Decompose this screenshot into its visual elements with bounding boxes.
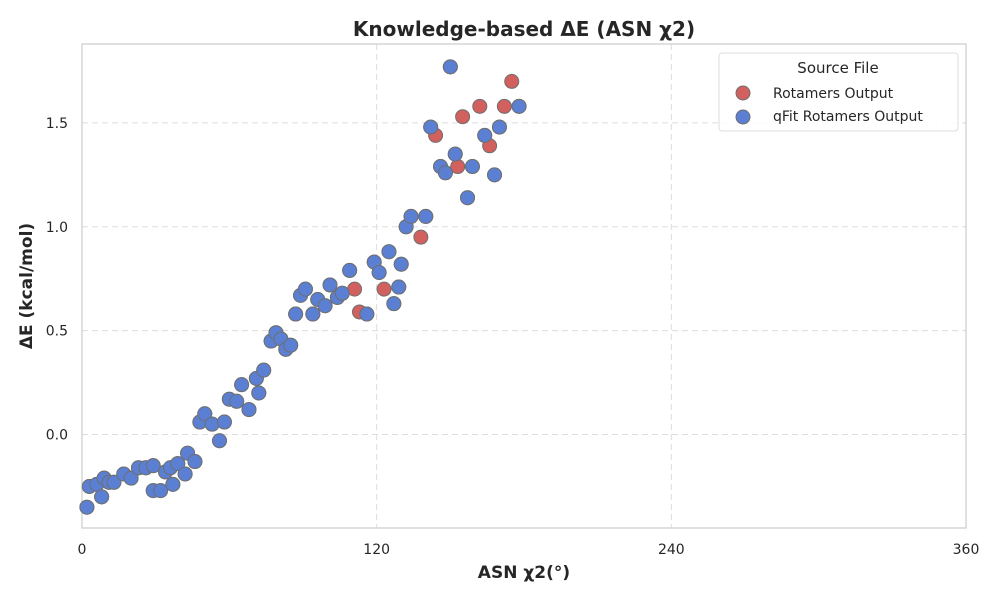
x-tick-label: 0 (78, 542, 87, 558)
tick-labels: 0 120 240 360 0.0 0.5 1.0 1.5 (46, 116, 980, 558)
data-point (251, 385, 267, 401)
data-point (288, 306, 304, 322)
y-tick-label: 1.0 (46, 220, 68, 236)
legend-label-rotamers: Rotamers Output (773, 86, 894, 102)
x-tick-label: 240 (658, 542, 685, 558)
data-point (123, 470, 139, 486)
y-axis-label: ΔE (kcal/mol) (17, 223, 37, 349)
data-point (455, 109, 471, 125)
data-point (216, 414, 232, 430)
data-point (403, 208, 419, 224)
data-point (491, 119, 507, 135)
data-points (79, 59, 527, 515)
data-point (234, 377, 250, 393)
data-point (472, 98, 488, 114)
data-point (376, 281, 392, 297)
data-point (256, 362, 272, 378)
data-point (511, 98, 527, 114)
x-tick-label: 120 (363, 542, 390, 558)
plot-frame (81, 43, 967, 529)
data-point (487, 167, 503, 183)
data-point (418, 208, 434, 224)
x-tick-label: 360 (953, 542, 980, 558)
data-point (79, 499, 95, 515)
grid (82, 44, 966, 528)
data-point (322, 277, 338, 293)
data-point (447, 146, 463, 162)
legend-marker-qfit (735, 109, 751, 125)
data-point (145, 458, 161, 474)
data-point (381, 244, 397, 260)
data-point (359, 306, 375, 322)
data-point (241, 402, 257, 418)
data-point (317, 298, 333, 314)
data-point (170, 456, 186, 472)
legend-title: Source File (797, 59, 878, 77)
y-tick-label: 0.0 (46, 428, 68, 444)
legend: Source File Rotamers Output qFit Rotamer… (718, 52, 959, 132)
data-point (504, 73, 520, 89)
data-point (153, 483, 169, 499)
data-point (187, 454, 203, 470)
x-axis-label: ASN χ2(°) (478, 563, 570, 583)
data-point (283, 337, 299, 353)
legend-label-qfit: qFit Rotamers Output (773, 109, 923, 125)
data-point (391, 279, 407, 295)
data-point (496, 98, 512, 114)
data-point (413, 229, 429, 245)
data-point (386, 296, 402, 312)
data-point (334, 285, 350, 301)
data-point (305, 306, 321, 322)
data-point (393, 256, 409, 272)
data-point (94, 489, 110, 505)
data-point (477, 127, 493, 143)
data-point (229, 393, 245, 409)
data-point (342, 262, 358, 278)
y-tick-label: 0.5 (46, 324, 68, 340)
data-point (204, 416, 220, 432)
data-point (165, 476, 181, 492)
data-point (442, 59, 458, 75)
legend-box (718, 52, 959, 132)
chart-title: Knowledge-based ΔE (ASN χ2) (353, 17, 695, 41)
data-point (212, 433, 228, 449)
data-point (423, 119, 439, 135)
data-point (197, 406, 213, 422)
data-point (437, 165, 453, 181)
data-point (106, 474, 122, 490)
data-point (460, 190, 476, 206)
data-point (464, 159, 480, 175)
data-point (371, 264, 387, 280)
data-point (177, 466, 193, 482)
legend-marker-rotamers (735, 85, 751, 101)
y-tick-label: 1.5 (46, 116, 68, 132)
data-point (297, 281, 313, 297)
series-1 (79, 59, 527, 515)
